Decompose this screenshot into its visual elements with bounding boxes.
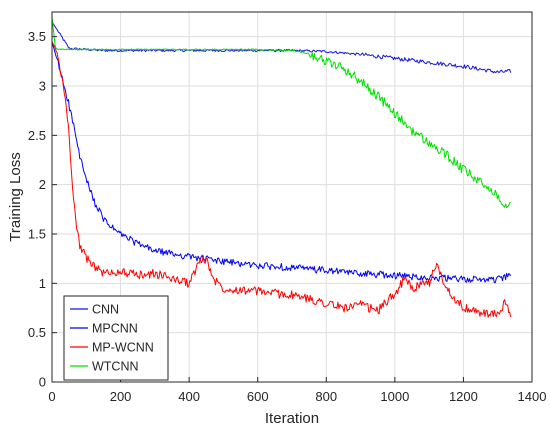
- legend-label: MP-WCNN: [92, 341, 154, 355]
- y-tick-label: 1.5: [28, 227, 46, 242]
- plot-frame: [51, 11, 533, 383]
- series-line-cnn: [51, 21, 512, 74]
- y-tick-label: 3: [39, 79, 46, 94]
- x-tick-label: 0: [48, 389, 55, 404]
- x-axis-label: Iteration: [265, 410, 319, 427]
- y-axis-label: Training Loss: [7, 152, 24, 242]
- y-tick-label: 2: [39, 177, 46, 192]
- legend: CNN MPCNN MP-WCNN WTCNN: [63, 295, 169, 381]
- series-lines: [51, 16, 512, 318]
- x-tick-label: 400: [178, 389, 200, 404]
- y-tick-label: 2.5: [28, 128, 46, 143]
- y-tick-label: 0.5: [28, 325, 46, 340]
- legend-label: MPCNN: [92, 322, 138, 336]
- x-tick-label: 200: [110, 389, 132, 404]
- series-line-wtcnn: [51, 16, 511, 209]
- series-line-mp-wcnn: [51, 41, 512, 318]
- x-tick-label: 1000: [380, 389, 409, 404]
- grid-lines: [51, 12, 533, 383]
- x-tick-label: 600: [247, 389, 269, 404]
- y-tick-label: 3.5: [28, 29, 46, 44]
- x-tick-label: 1400: [518, 389, 547, 404]
- y-tick-label: 1: [39, 276, 46, 291]
- x-tick-label: 800: [315, 389, 337, 404]
- x-tick-label: 1200: [449, 389, 478, 404]
- legend-label: WTCNN: [92, 360, 139, 374]
- legend-label: CNN: [92, 303, 119, 317]
- series-line-mpcnn: [51, 41, 512, 284]
- y-tick-label: 0: [39, 375, 46, 390]
- axis-ticks: 0 200 400 600 800 1000 1200 1400 0 0.5 1 1.5 2 2.5 3 3.…: [28, 29, 547, 404]
